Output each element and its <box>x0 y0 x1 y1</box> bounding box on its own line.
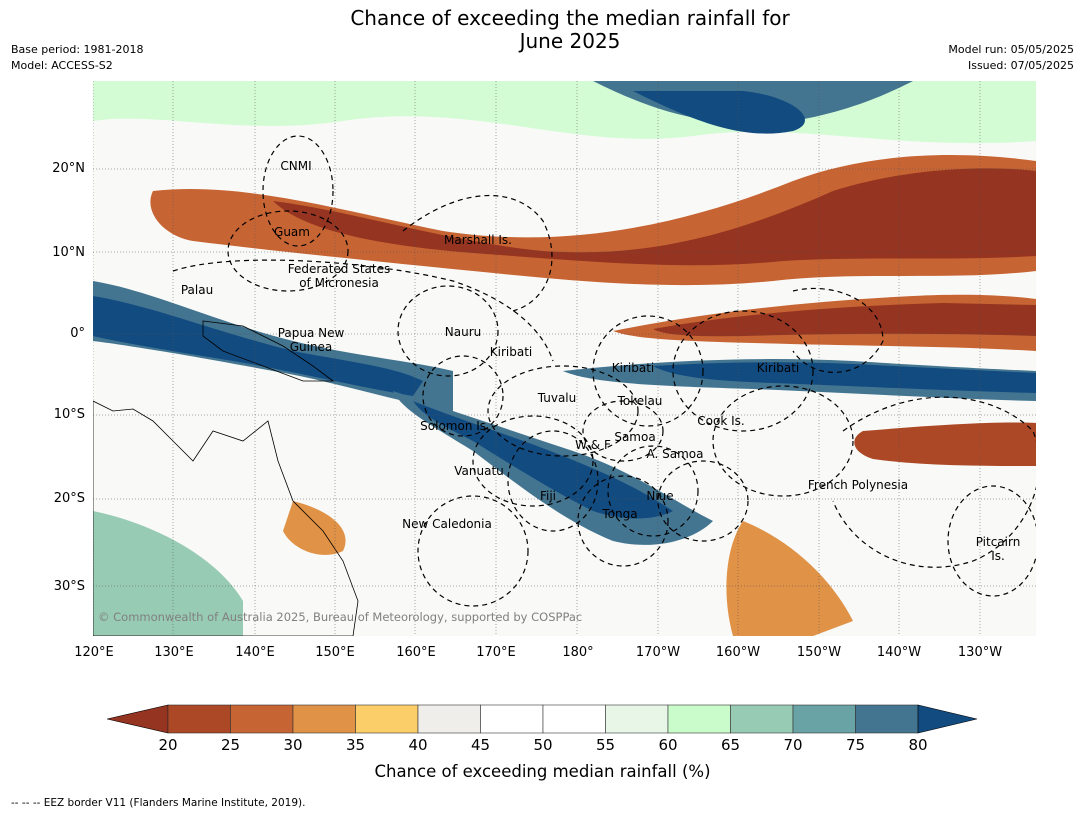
region-label-kiribati-east: Kiribati <box>756 361 800 375</box>
colorbar <box>107 704 978 734</box>
colorbar-segment <box>292 704 356 734</box>
dry-zone-south <box>726 521 853 636</box>
region-label-palau: Palau <box>180 283 214 297</box>
region-label-nauru: Nauru <box>444 325 482 339</box>
model-run: Model run: 05/05/2025 <box>948 43 1074 56</box>
lon-label-150e: 150°E <box>315 645 355 660</box>
region-label-kiribati-central: Kiribati <box>611 361 655 375</box>
very-dry-zone-10n <box>273 168 1036 266</box>
colorbar-tick-label: 20 <box>158 736 178 754</box>
colorbar-tick-label: 65 <box>720 736 741 754</box>
very-wet-zone-north <box>633 91 805 134</box>
colorbar-tick-label: 25 <box>220 736 241 754</box>
colorbar-segment <box>167 704 231 734</box>
gridlines <box>93 81 1036 636</box>
new-guinea-coastline <box>202 320 335 382</box>
colorbar-segment <box>792 704 856 734</box>
colorbar-segment <box>605 704 669 734</box>
issued-date: Issued: 07/05/2025 <box>967 59 1074 72</box>
region-label-niue: Niue <box>646 489 674 503</box>
colorbar-segment <box>667 704 731 734</box>
region-label-cnmi: CNMI <box>280 159 312 173</box>
region-label-tokelau: Tokelau <box>617 394 663 408</box>
lon-label-140e: 140°E <box>235 645 275 660</box>
lon-label-130e: 130°E <box>154 645 194 660</box>
colorbar-tick-label: 55 <box>595 736 616 754</box>
chart-title: Chance of exceeding the median rainfall … <box>0 7 1085 53</box>
lon-label-150w: 150°W <box>796 645 842 660</box>
colorbar-segment <box>542 704 606 734</box>
colorbar-tick-label: 70 <box>783 736 803 754</box>
colorbar-segment <box>417 704 481 734</box>
eez-footnote: -- -- -- EEZ border V11 (Flanders Marine… <box>11 797 306 809</box>
lat-label-equator: 0° <box>70 326 85 341</box>
colorbar-tick-label: 30 <box>283 736 303 754</box>
very-dry-zone-equator <box>653 303 1036 337</box>
lon-label-140w: 140°W <box>876 645 922 660</box>
title-line-1: Chance of exceeding the median rainfall … <box>350 6 790 30</box>
region-label-marshall-islands: Marshall Is. <box>444 233 512 247</box>
region-label-micronesia: Federated States of Micronesia <box>287 262 391 290</box>
lon-label-170w: 170°W <box>635 645 681 660</box>
colorbar-tick-label: 50 <box>533 736 553 754</box>
region-label-cook-islands: Cook Is. <box>697 414 745 428</box>
map-canvas <box>93 81 1036 636</box>
dry-zone-15s <box>854 422 1036 466</box>
region-label-tonga: Tonga <box>602 507 638 521</box>
very-wet-zone-spcz <box>413 401 673 519</box>
lat-label-30s: 30°S <box>53 579 85 594</box>
colorbar-tick-label: 35 <box>345 736 366 754</box>
lat-label-20s: 20°S <box>53 491 85 506</box>
region-label-pitcairn: Pitcairn Is. <box>975 535 1021 563</box>
region-label-guam: Guam <box>274 225 310 239</box>
colorbar-extend-high <box>917 704 978 734</box>
very-wet-zone-5s <box>653 362 1036 393</box>
copyright-notice: © Commonwealth of Australia 2025, Bureau… <box>98 610 583 624</box>
australia-coastline <box>93 400 359 636</box>
region-label-papua-new-guinea: Papua New Guinea <box>277 326 345 354</box>
lon-label-160w: 160°W <box>715 645 761 660</box>
region-label-french-polynesia: French Polynesia <box>807 478 909 492</box>
region-label-tuvalu: Tuvalu <box>537 391 577 405</box>
very-wet-zone-png <box>93 296 423 396</box>
region-label-wallis-futuna: W & F <box>575 438 611 452</box>
region-label-kiribati-west: Kiribati <box>489 345 533 359</box>
title-line-2: June 2025 <box>519 29 621 53</box>
colorbar-extend-low <box>107 704 169 734</box>
base-period: Base period: 1981-2018 <box>11 43 144 56</box>
colorbar-segment <box>730 704 794 734</box>
wet-zone-sw <box>93 511 243 636</box>
lon-label-180: 180° <box>562 645 594 660</box>
colorbar-tick-label: 75 <box>845 736 866 754</box>
colorbar-segment <box>480 704 544 734</box>
region-label-solomon-islands: Solomon Is. <box>420 419 490 433</box>
lat-label-10n: 10°N <box>52 245 85 260</box>
rainfall-map: CNMI Guam Marshall Is. Federated States … <box>93 81 1036 636</box>
lat-label-10s: 10°S <box>53 407 85 422</box>
lat-label-20n: 20°N <box>52 161 85 176</box>
meta-left: Base period: 1981-2018 Model: ACCESS-S2 <box>11 42 143 74</box>
colorbar-segment <box>355 704 419 734</box>
colorbar-tick-label: 80 <box>908 736 928 754</box>
model-name: Model: ACCESS-S2 <box>11 59 113 72</box>
region-label-samoa: Samoa <box>614 430 656 444</box>
colorbar-label: Chance of exceeding median rainfall (%) <box>374 762 711 781</box>
colorbar-segment <box>230 704 294 734</box>
lon-label-160e: 160°E <box>396 645 436 660</box>
region-label-fiji: Fiji <box>539 489 557 503</box>
lon-label-120e: 120°E <box>74 645 114 660</box>
region-label-american-samoa: A. Samoa <box>646 447 704 461</box>
lon-label-130w: 130°W <box>957 645 1003 660</box>
colorbar-tick-label: 45 <box>470 736 491 754</box>
region-label-vanuatu: Vanuatu <box>454 464 504 478</box>
colorbar-tick-label: 40 <box>408 736 428 754</box>
region-label-new-caledonia: New Caledonia <box>402 517 492 531</box>
meta-right: Model run: 05/05/2025 Issued: 07/05/2025 <box>948 42 1074 74</box>
lon-label-170e: 170°E <box>476 645 516 660</box>
colorbar-tick-label: 60 <box>658 736 678 754</box>
colorbar-segment <box>855 704 919 734</box>
eez-borders <box>172 135 1036 607</box>
